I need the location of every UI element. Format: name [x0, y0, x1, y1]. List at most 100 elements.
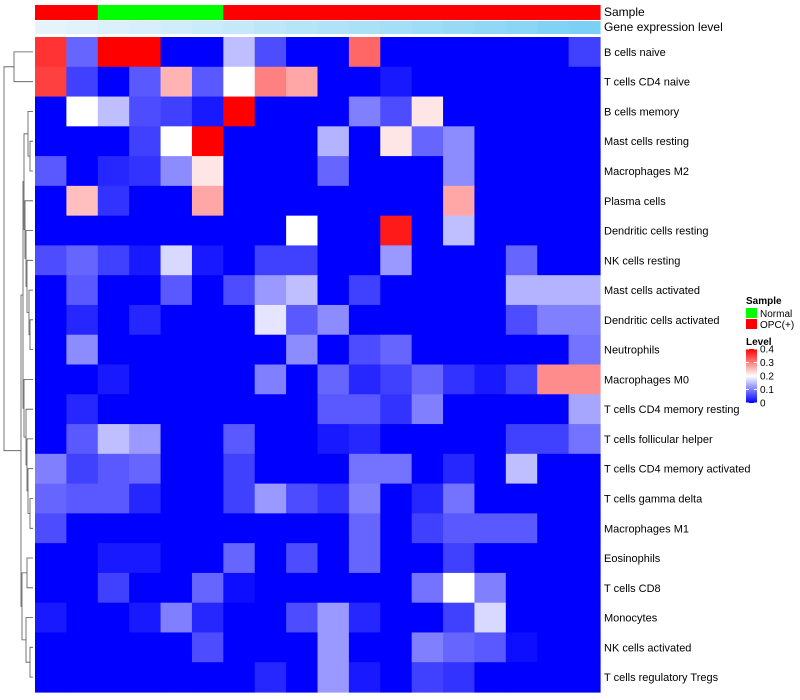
heatmap-cell — [474, 424, 507, 455]
heatmap-cell — [505, 543, 538, 574]
legend-tick-label: 0.3 — [760, 358, 774, 369]
heatmap-cell — [286, 245, 319, 276]
heatmap-cell — [505, 453, 538, 485]
row-label: Dendritic cells resting — [604, 226, 709, 238]
heatmap-cell — [160, 66, 193, 98]
heatmap-cell — [505, 126, 538, 157]
legend-ticks: 0.4 0.3 0.2 0.1 0 — [746, 345, 774, 410]
legend-tick-label: 0.1 — [760, 385, 774, 396]
heatmap-cell — [160, 424, 193, 455]
heatmap-cell — [286, 394, 319, 425]
dendrogram-branch — [26, 259, 33, 313]
heatmap-cell — [348, 96, 381, 127]
heatmap-cell — [191, 275, 224, 306]
heatmap-cell — [191, 543, 224, 574]
heatmap-cell — [129, 424, 162, 455]
heatmap-cell — [97, 96, 130, 127]
heatmap-cell — [380, 364, 413, 395]
row-label: T cells regulatory Tregs — [604, 672, 719, 684]
heatmap-cell — [568, 662, 601, 693]
heatmap-cell — [129, 364, 162, 395]
heatmap-cell — [474, 156, 507, 187]
heatmap-cell — [317, 632, 350, 663]
heatmap-cell — [317, 424, 350, 455]
heatmap-cell — [411, 37, 444, 68]
sample-annotation-cell — [474, 5, 507, 20]
heatmap-cell — [443, 632, 476, 663]
row-label: Macrophages M2 — [604, 166, 689, 178]
heatmap-cell — [537, 334, 570, 366]
heatmap-cell — [474, 572, 507, 604]
heatmap-cell — [35, 185, 67, 217]
heatmap-cell — [537, 662, 570, 693]
heatmap-cell — [537, 66, 570, 98]
heatmap-cell — [97, 543, 130, 574]
heatmap-cell — [537, 304, 570, 336]
heatmap-cell — [411, 572, 444, 604]
sample-annotation-cell — [191, 5, 224, 20]
heatmap-cell — [191, 394, 224, 425]
heatmap-cell — [129, 602, 162, 634]
heatmap-cell — [35, 126, 67, 157]
heatmap-cell — [505, 66, 538, 98]
heatmap-cell — [443, 572, 476, 604]
expression-annotation-cell — [411, 21, 444, 34]
sample-annotation-cell — [97, 5, 130, 20]
heatmap-cell — [348, 245, 381, 276]
heatmap-cell — [317, 513, 350, 544]
heatmap-cell — [66, 632, 99, 663]
heatmap-cell — [191, 662, 224, 693]
heatmap-cell — [380, 215, 413, 247]
heatmap-cell — [191, 483, 224, 514]
heatmap-cell — [537, 513, 570, 544]
heatmap-cell — [97, 304, 130, 336]
heatmap-cell — [443, 66, 476, 98]
heatmap-cell — [223, 215, 256, 247]
heatmap-cell — [254, 394, 287, 425]
heatmap-cell — [97, 215, 130, 247]
heatmap-cell — [286, 66, 319, 98]
heatmap-cell — [443, 364, 476, 395]
heatmap-cell — [223, 572, 256, 604]
heatmap-cell — [223, 602, 256, 634]
heatmap-cell — [317, 662, 350, 693]
heatmap-cell — [537, 185, 570, 217]
heatmap-cell — [380, 96, 413, 127]
heatmap-cell — [474, 543, 507, 574]
heatmap-cell — [568, 602, 601, 634]
heatmap-cell — [411, 364, 444, 395]
sample-annotation-cell — [254, 5, 287, 20]
heatmap-cell — [474, 37, 507, 68]
heatmap-cell — [254, 632, 287, 663]
heatmap-cell — [474, 632, 507, 663]
heatmap-cell — [129, 513, 162, 544]
heatmap-cell — [348, 424, 381, 455]
heatmap-cell — [411, 304, 444, 336]
heatmap-cell — [223, 334, 256, 366]
dendrogram-branch — [27, 468, 33, 514]
heatmap-cell — [568, 572, 601, 604]
heatmap-cell — [474, 275, 507, 306]
heatmap-cell — [505, 304, 538, 336]
heatmap-cell — [411, 632, 444, 663]
expression-annotation-cell — [474, 21, 507, 34]
heatmap-cell — [66, 602, 99, 634]
heatmap-cell — [254, 215, 287, 247]
heatmap-cell — [537, 156, 570, 187]
heatmap-cell — [348, 513, 381, 544]
heatmap-cell — [254, 334, 287, 366]
expression-annotation-cell — [348, 21, 381, 34]
heatmap-cell — [411, 96, 444, 127]
heatmap-cell — [66, 304, 99, 336]
heatmap-cell — [505, 572, 538, 604]
row-label: Macrophages M0 — [604, 374, 689, 386]
heatmap-cell — [66, 156, 99, 187]
annotation-tracks — [35, 5, 601, 34]
heatmap-cell — [129, 156, 162, 187]
heatmap-cell — [35, 572, 67, 604]
heatmap-cell — [66, 275, 99, 306]
heatmap-cell — [380, 513, 413, 544]
heatmap-cell — [129, 453, 162, 485]
heatmap-cell — [160, 156, 193, 187]
heatmap-cell — [35, 602, 67, 634]
